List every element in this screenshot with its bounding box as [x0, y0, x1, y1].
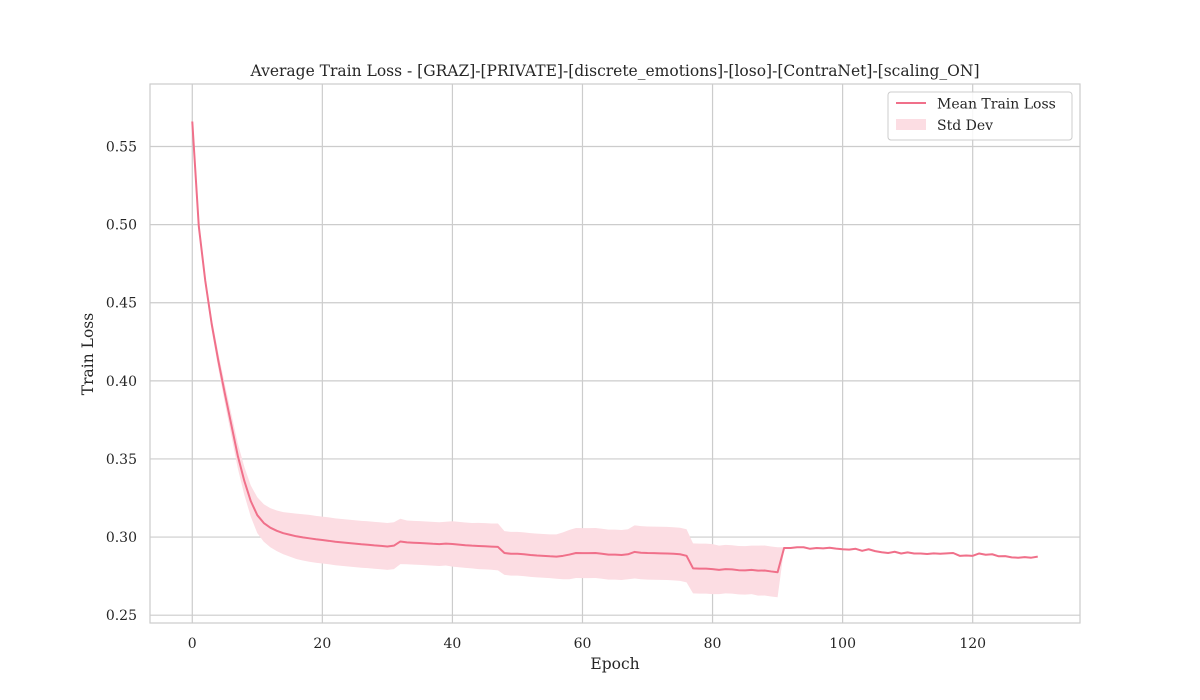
x-tick-label: 20	[313, 636, 331, 652]
mean-train-loss-line	[191, 121, 1038, 574]
legend-label-std: Std Dev	[937, 118, 993, 134]
y-tick-label: 0.35	[106, 452, 137, 468]
legend-box	[887, 91, 1073, 141]
y-tick-label: 0.30	[106, 530, 137, 546]
x-axis-ticks: 0 20 40 60 80 100 120	[188, 636, 986, 652]
x-tick-label: 0	[188, 636, 197, 652]
x-tick-label: 60	[574, 636, 592, 652]
legend-band-swatch	[896, 119, 926, 130]
std-dev-area	[192, 119, 1038, 598]
y-tick-label: 0.25	[106, 608, 137, 624]
y-tick-label: 0.45	[106, 296, 137, 312]
y-axis-label: Train Loss	[79, 313, 97, 395]
x-tick-label: 120	[959, 636, 986, 652]
y-tick-label: 0.50	[106, 218, 137, 234]
mean-train-loss-path	[191, 121, 1038, 574]
std-dev-band	[192, 119, 1038, 598]
x-tick-label: 40	[443, 636, 461, 652]
y-tick-label: 0.55	[106, 139, 137, 155]
chart-title: Average Train Loss - [GRAZ]-[PRIVATE]-[d…	[250, 62, 980, 80]
y-tick-label: 0.40	[106, 374, 137, 390]
x-tick-label: 100	[829, 636, 856, 652]
plot-frame	[149, 83, 1081, 624]
x-tick-label: 80	[704, 636, 722, 652]
y-axis-ticks: 0.25 0.30 0.35 0.40 0.45 0.50 0.55	[106, 139, 137, 624]
grid-lines	[150, 84, 1080, 623]
x-axis-label: Epoch	[590, 655, 639, 673]
legend-label-mean: Mean Train Loss	[937, 97, 1056, 113]
legend: Mean Train Loss Std Dev	[887, 91, 1073, 141]
